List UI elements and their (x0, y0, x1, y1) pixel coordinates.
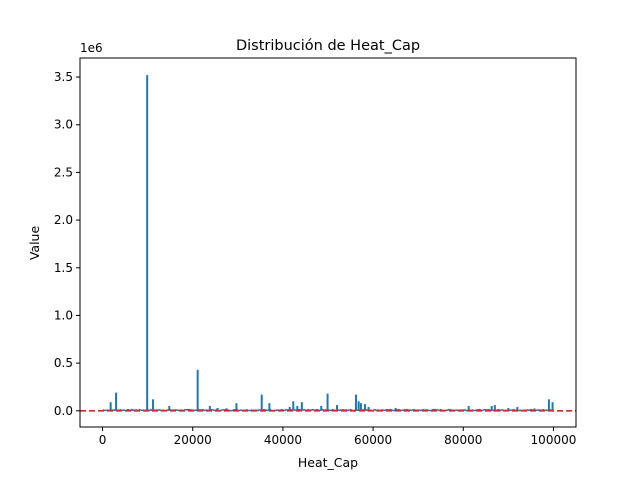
x-axis: 0 20000 40000 60000 80000 100000 (99, 427, 577, 447)
plot-area (80, 75, 576, 412)
y-tick-label: 1.5 (54, 261, 73, 275)
y-tick-label: 2.5 (54, 165, 73, 179)
x-tick-label: 0 (99, 433, 107, 447)
x-tick-label: 100000 (531, 433, 577, 447)
y-tick-label: 2.0 (54, 213, 73, 227)
y-tick-label: 3.0 (54, 118, 73, 132)
y-axis: 0.0 0.5 1.0 1.5 2.0 2.5 3.0 3.5 (54, 70, 80, 418)
x-tick-label: 40000 (264, 433, 302, 447)
y-tick-label: 1.0 (54, 308, 73, 322)
y-offset-label: 1e6 (80, 41, 103, 55)
x-axis-label: Heat_Cap (298, 455, 358, 470)
y-axis-label: Value (27, 226, 42, 261)
chart-title: Distribución de Heat_Cap (236, 38, 420, 54)
plot-frame (79, 57, 577, 428)
y-tick-label: 3.5 (54, 70, 73, 84)
x-tick-label: 60000 (354, 433, 392, 447)
y-tick-label: 0.0 (54, 404, 73, 418)
x-tick-label: 20000 (174, 433, 212, 447)
x-tick-label: 80000 (444, 433, 482, 447)
y-tick-label: 0.5 (54, 356, 73, 370)
